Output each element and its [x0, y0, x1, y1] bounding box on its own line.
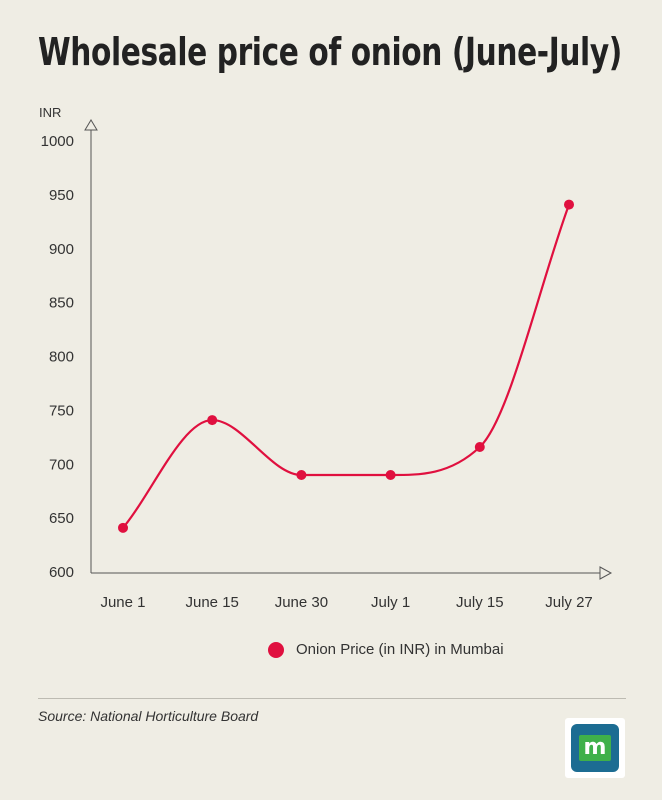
y-tick-label: 700 [49, 456, 74, 473]
legend-label: Onion Price (in INR) in Mumbai [296, 641, 504, 658]
y-tick-label: 900 [49, 241, 74, 258]
y-axis-arrow [84, 119, 98, 131]
x-tick-labels: June 1 June 15 June 30 July 1 July 15 July 27 [100, 594, 592, 611]
axes [84, 119, 613, 580]
x-axis-arrow [599, 566, 613, 580]
y-tick-labels: 600 650 700 750 800 850 900 950 1000 [41, 133, 74, 581]
data-point [118, 522, 128, 533]
data-point [207, 415, 218, 426]
y-tick-label: 650 [49, 510, 74, 527]
data-point [564, 199, 574, 210]
data-point [296, 470, 307, 481]
x-tick-label: July 15 [456, 594, 504, 611]
y-axis-label: INR [39, 105, 61, 120]
x-tick-label: June 1 [100, 594, 145, 611]
y-tick-label: 850 [49, 295, 74, 312]
y-tick-label: 750 [49, 402, 74, 419]
logo-m-icon: m [579, 735, 611, 761]
series-layer [118, 199, 574, 533]
divider [38, 698, 626, 699]
y-tick-label: 950 [49, 187, 74, 204]
chart-title: Wholesale price of onion (June-July) [38, 30, 622, 74]
legend-marker [268, 641, 284, 658]
x-tick-label: July 27 [545, 594, 593, 611]
y-tick-label: 600 [49, 564, 74, 581]
data-point [474, 442, 485, 453]
y-tick-label: 1000 [41, 133, 74, 150]
x-tick-label: July 1 [371, 594, 410, 611]
moneycontrol-logo: m [565, 718, 625, 778]
x-tick-label: June 30 [275, 594, 328, 611]
legend: Onion Price (in INR) in Mumbai [268, 641, 504, 658]
logo-background: m [571, 724, 619, 772]
data-point [385, 470, 396, 481]
source-note: Source: National Horticulture Board [38, 708, 259, 724]
series-line [122, 204, 571, 529]
y-tick-label: 800 [49, 349, 74, 366]
x-tick-label: June 15 [186, 594, 239, 611]
